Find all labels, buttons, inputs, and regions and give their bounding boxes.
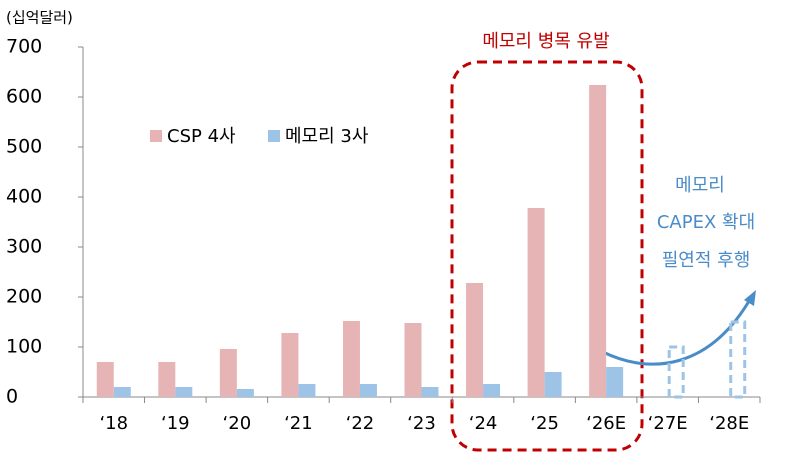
y-tick-label: 300 xyxy=(6,236,42,258)
y-tick-label: 200 xyxy=(6,286,42,308)
bar xyxy=(421,387,439,397)
bar xyxy=(219,349,237,397)
bar xyxy=(589,85,607,397)
bar xyxy=(298,384,316,397)
trend-arrow xyxy=(602,295,754,366)
bar xyxy=(359,384,377,397)
x-tick-label: ‘19 xyxy=(161,413,190,434)
unit-label: (십억달러) xyxy=(6,9,73,27)
bar xyxy=(729,320,747,399)
annotation: 필연적 후행 xyxy=(662,250,751,271)
bar xyxy=(404,323,422,397)
bar xyxy=(466,283,484,397)
legend-swatch xyxy=(268,130,280,142)
bar xyxy=(667,345,685,399)
bar xyxy=(342,321,360,397)
bar xyxy=(158,362,176,397)
bar xyxy=(606,367,624,397)
bar xyxy=(96,362,114,397)
legend-swatch xyxy=(150,130,162,142)
legend-label: 메모리 3사 xyxy=(285,126,369,147)
annotation: CAPEX 확대 xyxy=(657,212,755,233)
legend-label: CSP 4사 xyxy=(167,126,236,147)
bar xyxy=(281,333,299,397)
y-tick-label: 100 xyxy=(6,336,42,358)
x-tick-label: ‘22 xyxy=(346,413,375,434)
bar xyxy=(175,387,193,397)
highlight-box xyxy=(450,60,644,452)
x-tick-label: ‘23 xyxy=(407,413,436,434)
y-tick-label: 600 xyxy=(6,86,42,108)
bar xyxy=(527,208,545,397)
y-tick-label: 0 xyxy=(6,386,18,408)
x-tick-label: ‘24 xyxy=(469,413,498,434)
y-tick-label: 700 xyxy=(6,36,42,58)
x-tick-label: ‘25 xyxy=(530,413,559,434)
annotation: 메모리 xyxy=(675,175,725,196)
x-tick-label: ‘26E xyxy=(586,413,626,434)
arrow-head xyxy=(744,290,756,306)
bar xyxy=(544,372,562,397)
bar xyxy=(236,389,254,397)
x-tick-label: ‘18 xyxy=(99,413,128,434)
y-tick-label: 500 xyxy=(6,136,42,158)
y-tick-label: 400 xyxy=(6,186,42,208)
annotation: 메모리 병목 유발 xyxy=(482,31,609,52)
x-tick-label: ‘20 xyxy=(223,413,252,434)
x-tick-label: ‘21 xyxy=(284,413,313,434)
bar xyxy=(483,384,501,397)
bar xyxy=(113,387,131,397)
x-tick-label: ‘28E xyxy=(709,413,749,434)
x-tick-label: ‘27E xyxy=(648,413,688,434)
